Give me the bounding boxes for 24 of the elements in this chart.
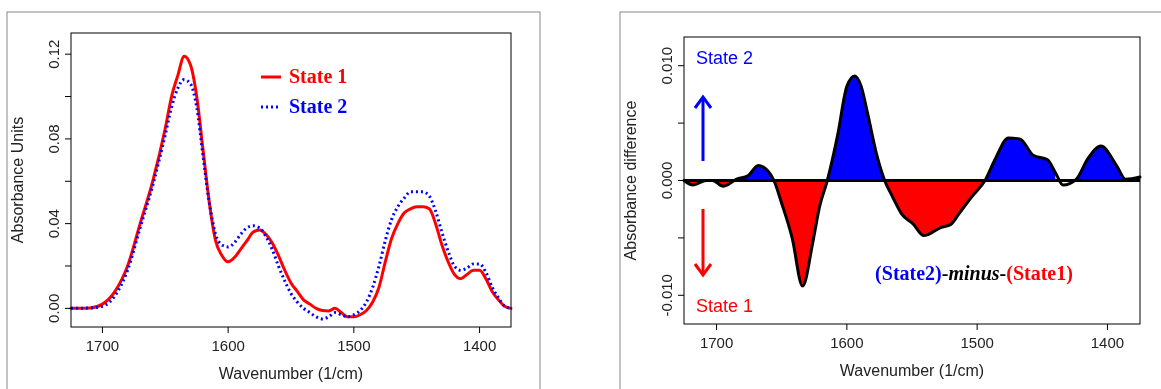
x-tick-label: 1700: [699, 334, 734, 351]
x-tick-label: 1400: [462, 337, 497, 354]
x-tick-label: 1500: [337, 337, 371, 354]
x-tick-label: 1600: [211, 337, 245, 354]
y-tick-label: -0.010: [658, 274, 675, 317]
x-tick-label: 1600: [830, 334, 864, 351]
x-tick-label: 1400: [1090, 334, 1125, 351]
y-tick-label: 0.04: [45, 209, 62, 239]
y-tick-label: 0.010: [658, 46, 675, 85]
x-axis-title: Wavenumber (1/cm): [218, 365, 364, 382]
annotation: State 2: [696, 48, 754, 68]
y-axis-title: Absorbance Units: [9, 116, 26, 244]
y-tick-label: 0.00: [45, 293, 62, 323]
y-tick-label: 0.000: [658, 161, 675, 200]
y-axis-title: Absorbance difference: [622, 100, 639, 261]
annotation: State 1: [696, 296, 754, 316]
x-tick-label: 1500: [960, 334, 994, 351]
legend-label: State 2: [289, 95, 348, 117]
y-tick-label: 0.12: [45, 39, 62, 69]
legend-label: State 1: [289, 65, 348, 87]
x-axis-title: Wavenumber (1/cm): [839, 362, 985, 379]
annotation: (State2)-minus-(State1): [875, 262, 1073, 285]
y-tick-label: 0.08: [45, 124, 62, 154]
x-tick-label: 1700: [85, 337, 120, 354]
